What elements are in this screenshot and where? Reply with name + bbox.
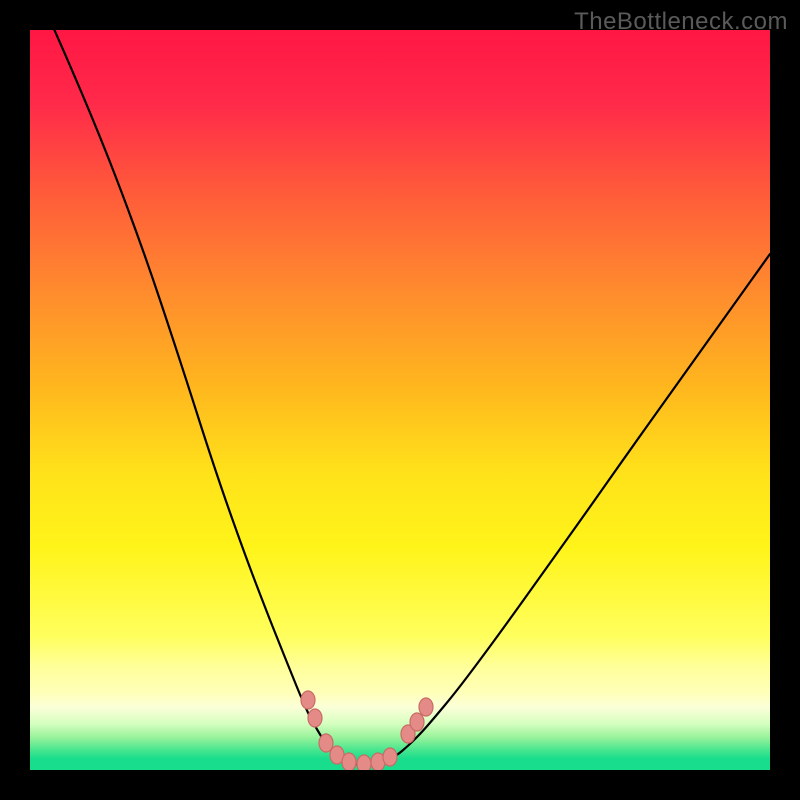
marker-bead bbox=[342, 753, 356, 770]
marker-bead bbox=[383, 748, 397, 766]
chart-svg bbox=[30, 30, 770, 770]
watermark-text: TheBottleneck.com bbox=[574, 8, 788, 36]
gradient-background bbox=[30, 30, 770, 770]
marker-bead bbox=[419, 698, 433, 716]
plot-area bbox=[30, 30, 770, 770]
marker-bead bbox=[410, 713, 424, 731]
marker-bead bbox=[308, 709, 322, 727]
marker-bead bbox=[301, 691, 315, 709]
marker-bead bbox=[357, 755, 371, 770]
chart-container: TheBottleneck.com bbox=[0, 0, 800, 800]
